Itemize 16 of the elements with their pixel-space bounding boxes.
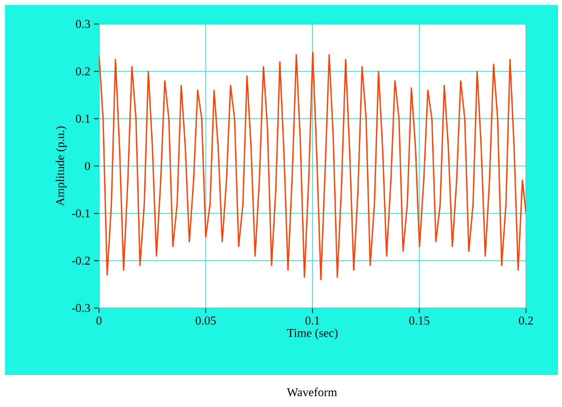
- y-tick-label: 0.1: [76, 114, 90, 123]
- line-series: [99, 52, 526, 280]
- x-axis-title: Time (sec): [287, 328, 338, 340]
- y-tick-label: -0.2: [72, 256, 90, 265]
- x-tick-label: 0: [96, 316, 102, 325]
- x-tick-label: 0.05: [196, 316, 216, 325]
- x-tick-label: 0.1: [305, 316, 320, 325]
- y-tick-label: 0.3: [76, 20, 90, 28]
- x-tick-label: 0.2: [518, 316, 533, 325]
- y-tick-label: 0: [84, 162, 90, 170]
- y-tick-label: -0.3: [72, 304, 90, 312]
- x-tick-label: 0.15: [409, 316, 430, 325]
- y-tick-label: -0.1: [72, 209, 90, 218]
- y-axis-title: Amplitude (p.u.): [56, 126, 67, 206]
- text: Waveform: [286, 388, 337, 396]
- y-tick-label: 0.2: [76, 67, 90, 76]
